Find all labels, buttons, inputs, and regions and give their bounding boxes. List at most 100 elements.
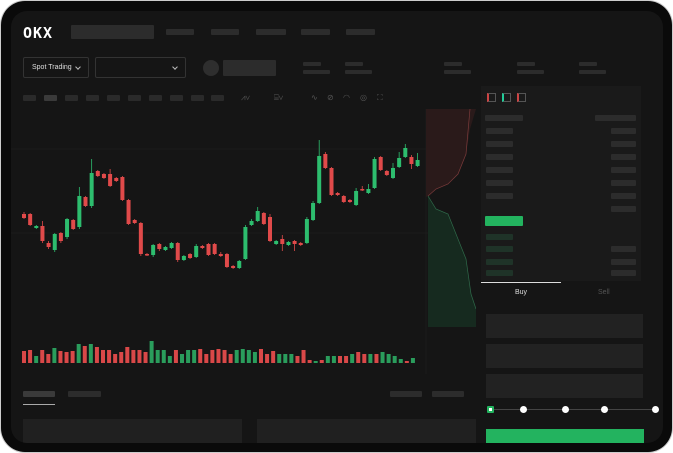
ask-amount (611, 193, 636, 199)
timeframe-button[interactable] (44, 95, 57, 101)
slider-step-100[interactable] (652, 406, 659, 413)
stat-value (303, 70, 330, 74)
tab-open-orders[interactable] (23, 391, 55, 397)
candle-body (114, 178, 119, 181)
volume-bar (222, 350, 227, 363)
volume-bar (252, 352, 257, 363)
timeframe-button[interactable] (86, 95, 99, 101)
okx-logo[interactable]: OKX (23, 24, 54, 42)
candle-body (298, 243, 303, 245)
nav-item[interactable] (211, 29, 239, 35)
candle-body (224, 254, 229, 267)
candle-body (77, 196, 82, 227)
timeframe-button[interactable] (128, 95, 141, 101)
candle-body (157, 244, 162, 249)
slider-handle[interactable] (487, 406, 494, 413)
candle-body (40, 226, 45, 241)
order-book-asks-icon[interactable] (517, 93, 526, 102)
timeframe-button[interactable] (107, 95, 120, 101)
nav-item[interactable] (301, 29, 330, 35)
candlestick-chart[interactable] (11, 109, 436, 374)
candle-body (52, 234, 57, 250)
settings-icon[interactable]: ◎ (360, 93, 367, 102)
trading-screen: OKX Spot Trading ⩘∨ ⌸∨ ∿ ⊘ ◠ ◎ ⛶ Buy Sel… (11, 11, 663, 443)
ask-amount (611, 141, 636, 147)
timeframe-button[interactable] (191, 95, 204, 101)
indicator-icon[interactable]: ⩘∨ (241, 93, 251, 102)
ask-amount (611, 167, 636, 173)
fullscreen-icon[interactable]: ⛶ (377, 93, 383, 102)
volume-bar (173, 350, 178, 363)
volume-bar (216, 349, 221, 363)
ask-price (486, 154, 513, 160)
volume-bar (368, 354, 373, 363)
volume-bar (386, 354, 391, 363)
bid-price (486, 234, 513, 240)
candle-body (249, 221, 254, 225)
timeframe-button[interactable] (65, 95, 78, 101)
slider-step-75[interactable] (601, 406, 608, 413)
volume-bar (404, 361, 409, 363)
ask-price (486, 128, 513, 134)
trading-mode-dropdown[interactable]: Spot Trading (23, 57, 89, 78)
volume-bar (143, 352, 148, 363)
candle-body (108, 174, 113, 186)
timeframe-button[interactable] (170, 95, 183, 101)
buy-button[interactable] (486, 429, 644, 443)
price-input[interactable] (486, 314, 643, 338)
volume-bar (392, 356, 397, 363)
timeframe-button[interactable] (211, 95, 224, 101)
volume-bar (380, 352, 385, 363)
screenshot-icon[interactable]: ◠ (343, 93, 350, 102)
candle-body (181, 256, 186, 260)
bid-amount (611, 259, 636, 265)
tab-sell[interactable]: Sell (598, 289, 610, 296)
order-book-both-icon[interactable] (487, 93, 496, 102)
volume-bar (113, 354, 118, 363)
nav-item[interactable] (166, 29, 194, 35)
order-book-bids-icon[interactable] (502, 93, 511, 102)
candle-body (151, 245, 156, 255)
volume-bar (362, 354, 367, 363)
candle-body (175, 243, 180, 260)
percent-slider-track[interactable] (491, 409, 657, 410)
total-input[interactable] (486, 374, 643, 398)
search-bar[interactable] (71, 25, 154, 39)
nav-item[interactable] (346, 29, 375, 35)
candle-body (212, 244, 217, 254)
candle-body (255, 211, 260, 221)
amount-input[interactable] (486, 344, 643, 368)
timeframe-button[interactable] (23, 95, 36, 101)
candle-body (409, 157, 414, 164)
candle-body (120, 177, 125, 200)
timeframe-button[interactable] (149, 95, 162, 101)
bid-price (486, 259, 513, 265)
pair-dropdown[interactable] (95, 57, 186, 78)
candle-body (317, 156, 322, 203)
volume-bar (307, 360, 312, 363)
chevron-down-icon (75, 63, 81, 70)
price-header (485, 115, 523, 121)
volume-bar (22, 351, 26, 363)
slider-step-25[interactable] (520, 406, 527, 413)
nav-item[interactable] (256, 29, 286, 35)
line-icon[interactable]: ∿ (311, 93, 318, 102)
filter-button[interactable] (390, 391, 422, 397)
draw-icon[interactable]: ⊘ (327, 93, 334, 102)
volume-bar (161, 350, 166, 363)
candle-body (378, 157, 383, 170)
stat-label (579, 62, 597, 66)
ask-price (486, 167, 513, 173)
more-button[interactable] (432, 391, 464, 397)
amount-header (595, 115, 636, 121)
chart-type-icon[interactable]: ⌸∨ (274, 93, 284, 102)
stat-value (517, 70, 544, 74)
slider-step-50[interactable] (562, 406, 569, 413)
candle-body (286, 242, 291, 245)
volume-bar (210, 350, 215, 363)
tab-buy[interactable]: Buy (515, 289, 528, 296)
volume-bar (331, 356, 336, 363)
volume-bar (180, 354, 184, 363)
tab-order-history[interactable] (68, 391, 101, 397)
